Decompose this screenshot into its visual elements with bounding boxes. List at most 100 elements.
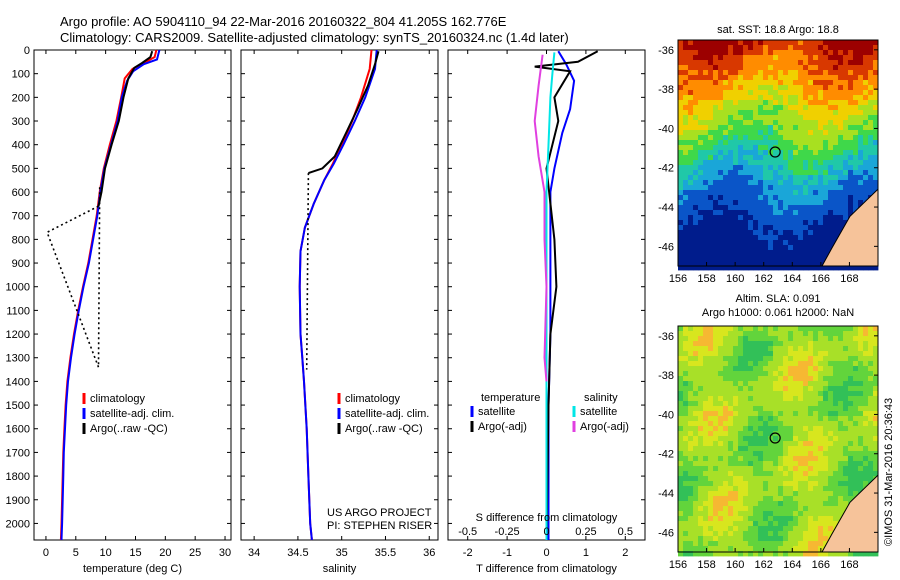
sla-cell [733,361,739,367]
sst-cell [733,160,739,166]
sla-cell [708,446,714,452]
sst-cell [838,175,844,181]
sst-cell [773,105,779,111]
sst-cell [828,70,834,76]
sst-cell [828,90,834,96]
sst-cell [778,130,784,136]
sst-cell [723,175,729,181]
sla-cell [743,466,749,472]
sla-cell [708,486,714,492]
sst-cell [733,200,739,206]
sst-cell [703,130,709,136]
sst-cell [778,240,784,246]
sst-cell [798,130,804,136]
sst-cell [688,40,694,46]
sla-cell [873,336,879,342]
sst-cell [783,180,789,186]
sla-cell [843,386,849,392]
sla-cell [853,421,859,427]
sla-cell [708,341,714,347]
sla-cell [778,406,784,412]
sla-cell [708,531,714,537]
sla-cell [718,451,724,457]
sst-cell [823,55,829,61]
sst-cell [813,185,819,191]
sst-cell [738,200,744,206]
sla-cell [843,551,849,557]
sst-cell [798,50,804,56]
sst-cell [718,90,724,96]
sst-cell [713,75,719,81]
sst-cell [828,120,834,126]
sla-cell [718,351,724,357]
sst-cell [853,135,859,141]
sst-cell [693,170,699,176]
sst-cell [758,155,764,161]
difference-s-tick-label: 0 [543,526,549,538]
sst-x-tick-label: 164 [783,273,801,285]
sst-cell [753,125,759,131]
sst-cell [778,65,784,71]
sla-cell [678,401,684,407]
sst-cell [818,265,824,271]
sst-cell [738,240,744,246]
sst-cell [843,130,849,136]
sst-cell [763,115,769,121]
sst-cell [818,245,824,251]
sst-cell [828,100,834,106]
sla-cell [698,436,704,442]
sla-cell [868,456,874,462]
sst-cell [683,90,689,96]
sst-cell [843,145,849,151]
sst-cell [708,145,714,151]
sst-cell [723,210,729,216]
sst-cell [863,175,869,181]
sst-cell [843,190,849,196]
sst-cell [758,165,764,171]
sla-cell [788,456,794,462]
sst-cell [838,155,844,161]
sst-cell [713,260,719,266]
sst-cell [708,110,714,116]
sst-cell [698,55,704,61]
sla-cell [733,516,739,522]
sla-cell [708,406,714,412]
sla-cell [678,536,684,542]
sst-cell [858,90,864,96]
sst-cell [808,240,814,246]
sst-cell [698,240,704,246]
sla-cell [718,416,724,422]
sst-cell [753,45,759,51]
sst-cell [768,100,774,106]
sst-cell [698,125,704,131]
sla-cell [683,496,689,502]
sla-cell [783,426,789,432]
sla-cell [698,531,704,537]
difference-salinity-legend-label: Argo(-adj) [580,421,629,433]
sst-cell [728,195,734,201]
sst-cell [773,130,779,136]
sst-cell [843,265,849,271]
sla-cell [688,536,694,542]
sst-cell [788,90,794,96]
sst-cell [738,150,744,156]
sla-cell [768,421,774,427]
sla-cell [798,416,804,422]
sst-cell [758,135,764,141]
difference-series-line-2 [545,52,556,540]
sst-cell [798,65,804,71]
sla-cell [733,421,739,427]
sst-cell [788,250,794,256]
sst-cell [783,190,789,196]
sst-cell [723,170,729,176]
difference-s-tick-label: 0.25 [575,526,596,538]
temperature-y-tick-label: 2000 [6,518,30,530]
sst-cell [688,265,694,271]
sla-cell [708,386,714,392]
sla-cell [818,421,824,427]
sla-cell [793,371,799,377]
sst-cell [698,145,704,151]
sla-cell [843,436,849,442]
sla-cell [728,411,734,417]
